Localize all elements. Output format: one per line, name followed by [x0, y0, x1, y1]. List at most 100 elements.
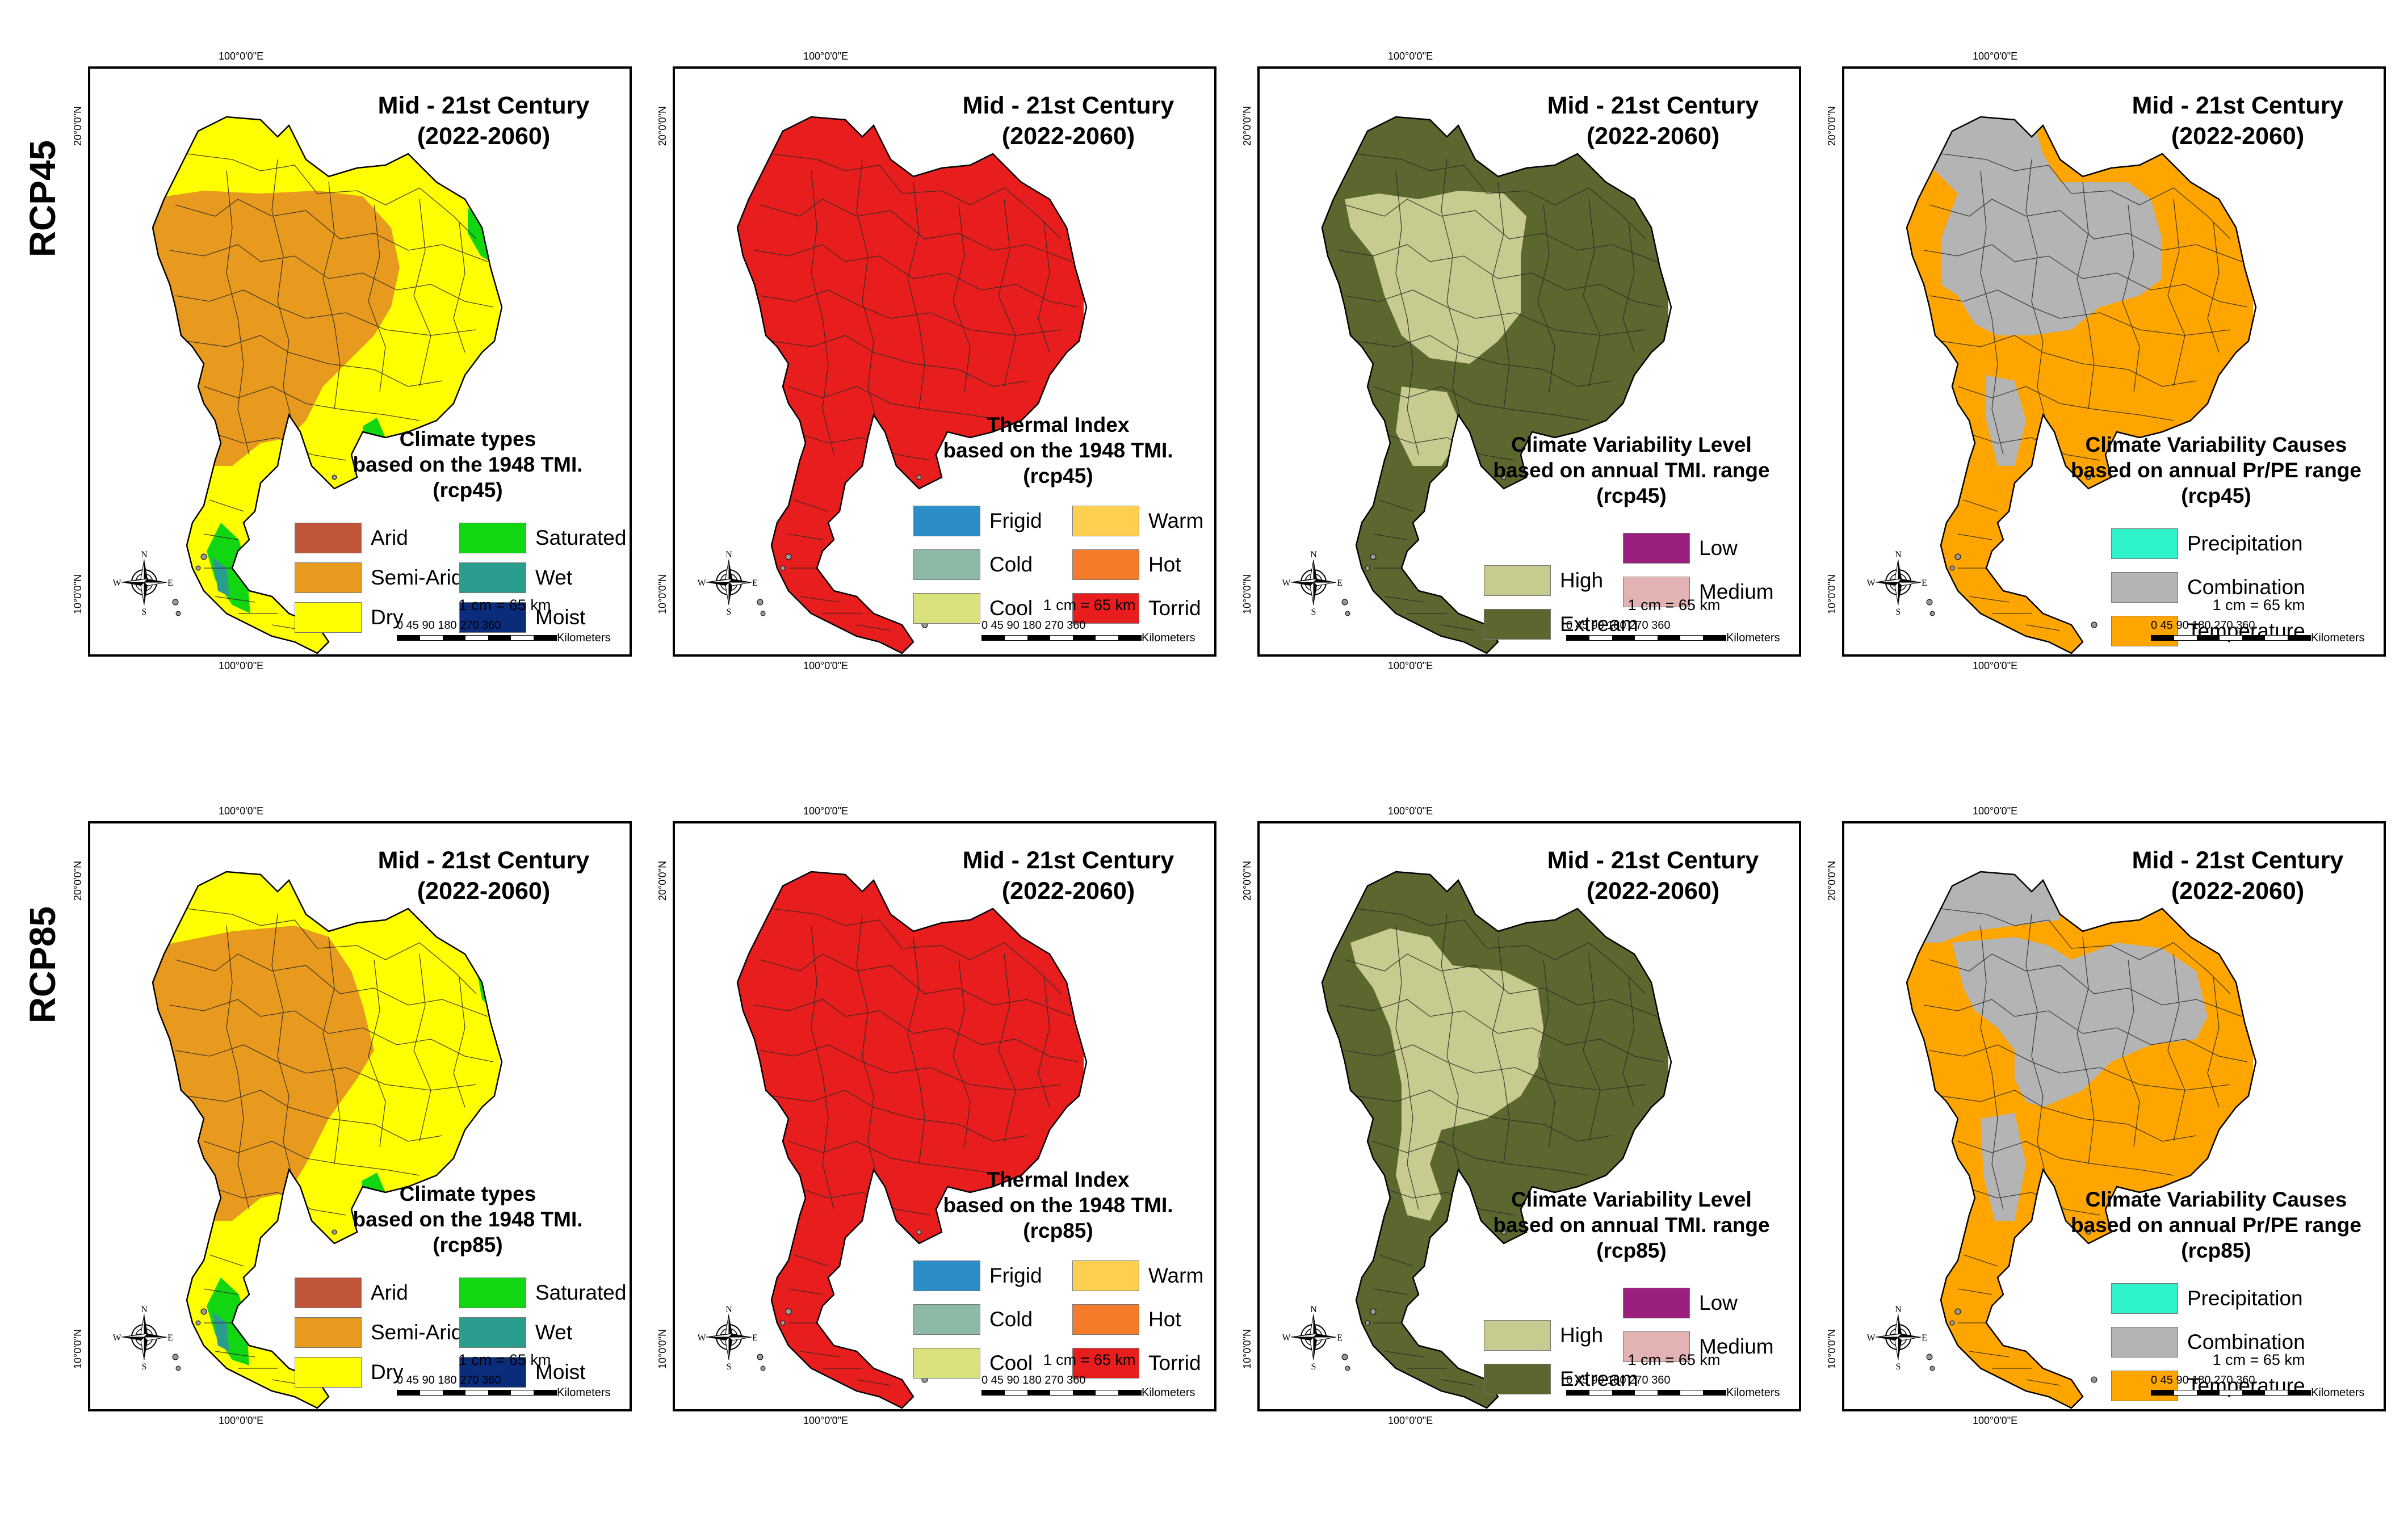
scale-bar: 1 cm = 65 km 0 45 90 180 270 360 Kilomet… — [981, 596, 1209, 653]
svg-text:E: E — [752, 578, 758, 588]
legend-swatch-combination — [2111, 572, 2178, 603]
legend-label-dry: Dry — [371, 1360, 404, 1384]
legend-label-hot: Hot — [1148, 553, 1181, 576]
legend-label-moist: Moist — [535, 606, 586, 629]
legend-label-arid: Arid — [371, 526, 408, 549]
scale-unit: Kilometers — [1726, 632, 1780, 644]
scale-numbers: 0 45 90 180 270 360 — [1566, 1374, 1671, 1386]
legend-wet: Wet — [459, 562, 572, 593]
latitude-label-20n: 20°0'0"N — [657, 106, 668, 146]
legend-label-moist: Moist — [535, 1360, 586, 1384]
legend-label-low: Low — [1699, 1291, 1738, 1314]
scale-unit: Kilometers — [1142, 1386, 1195, 1399]
svg-text:S: S — [727, 1362, 732, 1371]
legend-dry: Dry — [295, 602, 404, 633]
longitude-label-top: 100°0'0"E — [1973, 805, 2018, 817]
scale-numbers: 0 45 90 180 270 360 — [397, 1374, 501, 1386]
latitude-label-20n: 20°0'0"N — [1241, 860, 1253, 901]
legend-arid: Arid — [295, 523, 408, 553]
svg-text:N: N — [1895, 550, 1902, 560]
legend-swatch-precipitation — [2111, 1283, 2178, 1314]
legend-semi-arid: Semi-Arid — [295, 1317, 463, 1348]
scale-unit: Kilometers — [1726, 1386, 1780, 1399]
legend-warm: Warm — [1072, 506, 1203, 536]
legend-swatch-torrid — [1072, 1348, 1139, 1379]
legend-precipitation: Precipitation — [2111, 1283, 2303, 1314]
scale-ratio: 1 cm = 65 km — [2212, 1351, 2305, 1368]
scale-unit: Kilometers — [557, 632, 611, 644]
legend-label-extream: Extream — [1560, 612, 1638, 636]
legend-swatch-hot — [1072, 549, 1139, 580]
legend-label-high: High — [1560, 569, 1604, 592]
scenario-label: (rcp45) — [433, 478, 503, 502]
legend-warm: Warm — [1072, 1260, 1203, 1291]
legend-label-medium: Medium — [1699, 580, 1774, 603]
legend-label-precipitation: Precipitation — [2187, 1287, 2303, 1310]
legend-swatch-cold — [913, 1304, 980, 1335]
legend-label-cold: Cold — [989, 1308, 1033, 1331]
svg-text:W: W — [1867, 1333, 1876, 1343]
legend-label-precipitation: Precipitation — [2187, 532, 2303, 555]
legend-low: Low — [1623, 533, 1738, 564]
legend-swatch-low — [1623, 1288, 1690, 1318]
legend-swatch-medium — [1623, 1331, 1690, 1362]
scale-ratio: 1 cm = 65 km — [458, 1351, 551, 1368]
north-arrow-compass-icon: N S E W — [113, 550, 173, 616]
legend-swatch-warm — [1072, 1260, 1139, 1291]
scale-numbers: 0 45 90 180 270 360 — [1566, 619, 1671, 632]
legend-label-warm: Warm — [1148, 1264, 1204, 1287]
thailand-map — [1906, 116, 2257, 654]
svg-text:E: E — [1922, 1333, 1927, 1343]
scale-bar: 1 cm = 65 km 0 45 90 180 270 360 Kilomet… — [397, 1351, 624, 1408]
longitude-label-bottom: 100°0'0"E — [1973, 1415, 2018, 1426]
legend-saturated: Saturated — [459, 523, 626, 553]
svg-text:N: N — [725, 1305, 732, 1314]
legend-high: High — [1484, 1320, 1603, 1351]
scale-bar-graphic — [981, 1390, 1142, 1396]
legend-combination: Combination — [2111, 1327, 2305, 1358]
longitude-label-top: 100°0'0"E — [1973, 51, 2018, 62]
longitude-label-bottom: 100°0'0"E — [1973, 660, 2018, 671]
scenario-label: (rcp85) — [2181, 1239, 2251, 1262]
legend-swatch-temperature — [2111, 616, 2178, 646]
legend-swatch-dry — [295, 1357, 362, 1388]
legend-caption: Climate Variability Causes based on annu… — [2057, 1187, 2375, 1263]
longitude-label-top: 100°0'0"E — [803, 51, 849, 62]
map-title: Mid - 21st Century (2022-2060) — [377, 92, 590, 150]
legend-label-torrid: Torrid — [1148, 1351, 1201, 1375]
legend-swatch-extream — [1484, 1364, 1551, 1394]
north-arrow-compass-icon: N S E W — [698, 1305, 758, 1371]
svg-text:N: N — [1310, 550, 1317, 560]
legend-label-cold: Cold — [989, 553, 1033, 576]
longitude-label-top: 100°0'0"E — [219, 805, 264, 817]
legend-swatch-extream — [1484, 609, 1551, 640]
legend-cool: Cool — [913, 1348, 1033, 1379]
legend-caption: Climate Variability Level based on annua… — [1473, 1187, 1790, 1263]
legend-label-saturated: Saturated — [535, 526, 627, 549]
latitude-label-10n: 10°0'0"N — [657, 1329, 668, 1369]
longitude-label-bottom: 100°0'0"E — [1388, 1415, 1433, 1426]
legend-label-cool: Cool — [989, 1351, 1033, 1375]
legend-swatch-high — [1484, 565, 1551, 596]
thailand-map — [1906, 871, 2257, 1409]
legend-label-medium: Medium — [1699, 1335, 1774, 1358]
map-panel: Mid - 21st Century (2022-2060) Climate V… — [1842, 66, 2386, 657]
latitude-label-20n: 20°0'0"N — [1826, 860, 1838, 901]
legend-swatch-hot — [1072, 1304, 1139, 1335]
longitude-label-top: 100°0'0"E — [803, 805, 849, 817]
legend-swatch-cool — [913, 1348, 980, 1379]
thailand-map — [1321, 116, 1672, 654]
legend-saturated: Saturated — [459, 1278, 626, 1308]
svg-text:E: E — [167, 578, 173, 588]
svg-text:S: S — [142, 607, 147, 616]
legend-dry: Dry — [295, 1357, 404, 1388]
svg-text:E: E — [1922, 578, 1927, 588]
legend-medium: Medium — [1623, 1331, 1774, 1362]
svg-text:N: N — [1310, 1305, 1317, 1314]
scale-bar: 1 cm = 65 km 0 45 90 180 270 360 Kilomet… — [1566, 596, 1793, 653]
map-title: Mid - 21st Century (2022-2060) — [962, 847, 1174, 905]
scale-numbers: 0 45 90 180 270 360 — [2151, 619, 2255, 632]
svg-text:S: S — [727, 607, 732, 616]
legend-low: Low — [1623, 1288, 1738, 1318]
legend-label-cool: Cool — [989, 596, 1033, 620]
